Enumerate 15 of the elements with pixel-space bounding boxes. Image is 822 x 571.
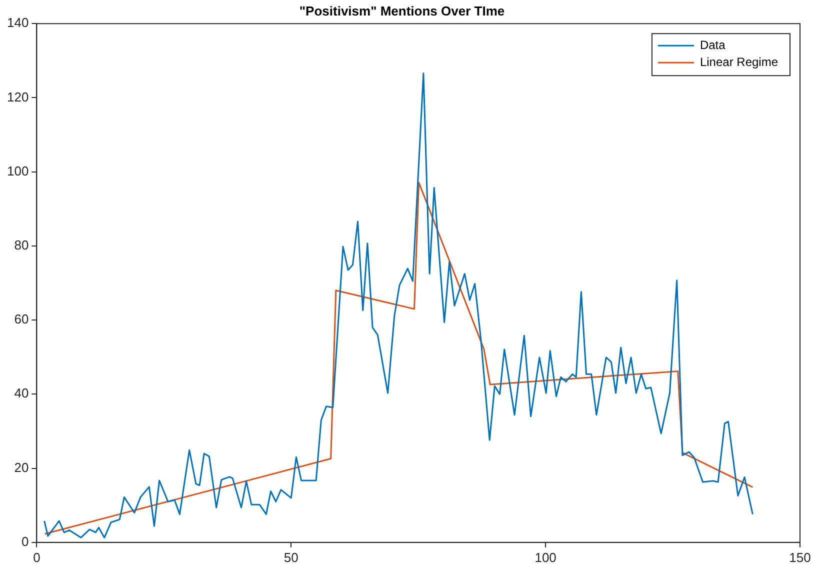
x-tick-label: 150 (789, 550, 811, 565)
y-tick-label: 120 (6, 89, 29, 104)
y-tick-label: 0 (21, 534, 29, 549)
legend-label: Data (700, 38, 726, 52)
y-tick-label: 80 (14, 238, 29, 253)
y-tick-label: 40 (14, 386, 29, 401)
x-tick-label: 0 (33, 550, 40, 565)
x-tick-label: 50 (284, 550, 298, 565)
chart-title: "Positivism" Mentions Over TIme (299, 3, 505, 18)
y-tick-label: 100 (6, 163, 29, 178)
y-tick-label: 60 (14, 312, 29, 327)
y-tick-label: 20 (14, 460, 29, 475)
y-tick-label: 140 (6, 15, 29, 30)
legend-label: Linear Regime (700, 54, 778, 69)
x-tick-label: 100 (534, 550, 556, 565)
